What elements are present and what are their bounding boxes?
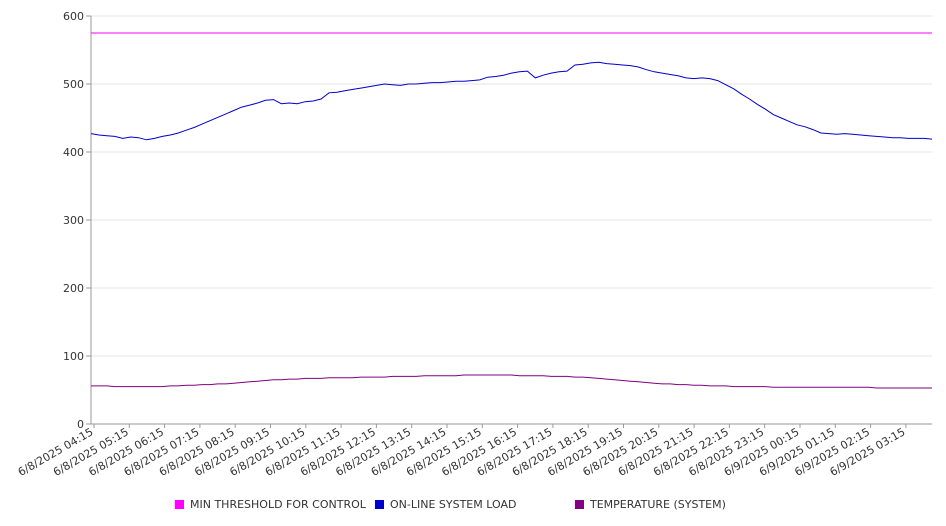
- legend-swatch: [575, 500, 584, 509]
- y-tick-label: 200: [63, 282, 84, 295]
- y-tick-label: 100: [63, 350, 84, 363]
- series-lines: [90, 32, 933, 389]
- legend-item-temperature[interactable]: TEMPERATURE (SYSTEM): [575, 498, 726, 511]
- legend-label: ON-LINE SYSTEM LOAD: [390, 498, 517, 511]
- legend-swatch: [175, 500, 184, 509]
- y-tick-label: 400: [63, 146, 84, 159]
- y-tick-label: 500: [63, 78, 84, 91]
- series-line-2: [91, 374, 932, 389]
- legend-swatch: [375, 500, 384, 509]
- legend-label: TEMPERATURE (SYSTEM): [590, 498, 726, 511]
- y-axis-ticks: 0 100 200 300 400 500 600: [63, 10, 91, 431]
- y-tick-label: 600: [63, 10, 84, 23]
- series-line-1: [90, 61, 933, 141]
- grid-lines: [91, 15, 932, 425]
- legend-label: MIN THRESHOLD FOR CONTROL: [190, 498, 366, 511]
- y-tick-label: 300: [63, 214, 84, 227]
- legend-item-min-threshold[interactable]: MIN THRESHOLD FOR CONTROL: [175, 498, 366, 511]
- legend: MIN THRESHOLD FOR CONTROL ON-LINE SYSTEM…: [0, 498, 946, 514]
- y-tick-label: 0: [77, 418, 84, 431]
- legend-item-system-load[interactable]: ON-LINE SYSTEM LOAD: [375, 498, 516, 511]
- x-axis-ticks: 6/8/2025 04:156/8/2025 05:156/8/2025 06:…: [16, 424, 907, 479]
